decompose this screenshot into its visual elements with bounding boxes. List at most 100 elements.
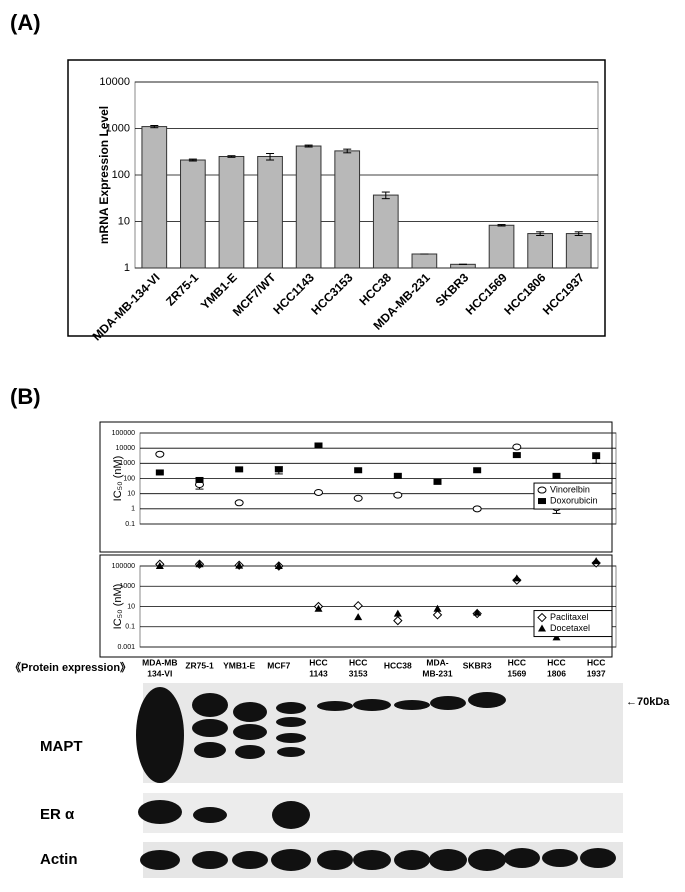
bands [136, 687, 616, 871]
bar [411, 253, 438, 269]
lane-label: MCF7 [267, 660, 290, 670]
y-axis-label: IC₅₀ (nM) [112, 584, 124, 630]
chart-frame [99, 554, 613, 658]
lane-label: 1569 [507, 668, 526, 678]
lane-label: 134-VI [147, 668, 172, 678]
lane-label: SKBR3 [463, 660, 492, 670]
marker [592, 453, 601, 460]
panel-label: (B) [10, 384, 41, 409]
bar [334, 150, 361, 269]
marker [393, 615, 403, 626]
y-tick-label: 10000 [116, 445, 136, 452]
y-tick-label: 0.001 [117, 644, 135, 651]
x-tick-label: MCF7/WT [230, 270, 279, 319]
marker [234, 499, 244, 507]
lane-label: HCC38 [384, 660, 412, 670]
error-bar [227, 155, 236, 158]
blot-row-label: ER α [40, 806, 75, 823]
lane-label: MDA-MB [142, 657, 177, 667]
marker [592, 557, 601, 565]
marker [393, 472, 402, 479]
bar [565, 233, 592, 269]
lane-label: HCC [547, 657, 565, 667]
x-tick-label: HCC3153 [308, 270, 355, 317]
lane-label: MB-231 [422, 668, 453, 678]
lane-label: 1143 [309, 668, 328, 678]
legend [533, 482, 613, 510]
lane-label: HCC [508, 657, 526, 667]
marker [274, 466, 283, 473]
marker [353, 600, 363, 611]
x-tick-label: HCC38 [356, 270, 394, 308]
marker [393, 491, 403, 499]
y-tick-label: 100000 [112, 430, 135, 437]
legend [533, 610, 613, 638]
y-tick-label: 10 [127, 491, 135, 498]
lane-label: 1806 [547, 668, 566, 678]
error-bar [266, 152, 275, 161]
marker [393, 609, 402, 617]
chart-frame [67, 59, 606, 337]
marker [155, 450, 165, 458]
bar [295, 145, 322, 269]
marker [235, 561, 244, 569]
lane-label: ZR75-1 [185, 660, 214, 670]
marker [433, 604, 442, 612]
legend-label: Docetaxel [550, 623, 590, 633]
x-tick-label: ZR75-1 [163, 270, 201, 308]
error-bar [497, 224, 506, 227]
y-tick-label: 100 [112, 169, 130, 181]
bar [257, 155, 283, 269]
size-marker: ←70kDa [626, 696, 670, 708]
error-bar [150, 125, 159, 129]
y-tick-label: 0.1 [125, 624, 135, 631]
legend-label: Doxorubicin [550, 495, 598, 505]
lane-label: HCC [587, 657, 605, 667]
marker [473, 608, 482, 616]
y-tick-label: 0.1 [125, 521, 135, 528]
y-tick-label: 10 [118, 215, 130, 227]
y-axis-label: IC₅₀ (nM) [112, 456, 124, 502]
marker [274, 562, 283, 569]
bar [450, 263, 476, 269]
lane-label: YMB1-E [223, 660, 255, 670]
lane-label: 3153 [349, 668, 368, 678]
marker [155, 469, 164, 476]
legend-label: Paclitaxel [550, 612, 589, 622]
panel-label: (A) [10, 10, 41, 35]
y-tick-label: 10000 [99, 76, 130, 88]
marker [354, 467, 363, 474]
marker [538, 498, 546, 505]
marker [512, 574, 521, 582]
bar [488, 224, 515, 269]
marker [314, 442, 323, 449]
marker [512, 452, 521, 459]
bar [218, 155, 245, 269]
blot [136, 683, 623, 878]
legend-label: Vinorelbin [550, 484, 590, 494]
error-bar [381, 191, 390, 200]
lane-label: MDA- [426, 657, 448, 667]
marker [432, 610, 443, 620]
marker [473, 467, 482, 474]
marker [354, 613, 363, 621]
error-bar [574, 231, 583, 236]
lane-label: HCC [349, 657, 367, 667]
marker [472, 505, 482, 513]
blot-title: 《Protein expression》 [10, 661, 131, 674]
bar [372, 194, 399, 269]
y-tick-label: 10 [127, 603, 135, 610]
marker [538, 624, 546, 632]
lane-label: HCC [309, 657, 327, 667]
error-bar [343, 148, 352, 154]
marker [353, 494, 363, 502]
blot-row-label: MAPT [40, 738, 83, 755]
y-tick-label: 100000 [112, 563, 135, 570]
y-tick-label: 1 [131, 506, 135, 513]
x-tick-label: SKBR3 [433, 270, 472, 309]
y-tick-label: 1 [124, 262, 130, 274]
marker [537, 486, 547, 494]
y-tick-label: 1000 [119, 583, 135, 590]
marker [235, 466, 244, 473]
